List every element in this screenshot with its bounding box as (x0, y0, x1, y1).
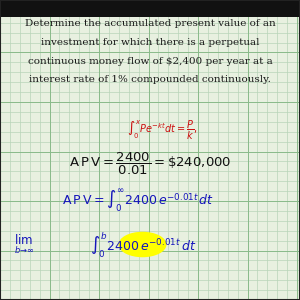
Text: interest rate of 1% compounded continuously.: interest rate of 1% compounded continuou… (29, 75, 271, 84)
Text: $\lim_{b \to \infty}$: $\lim_{b \to \infty}$ (14, 233, 34, 256)
Bar (0, 0, 300, 16)
Text: $\int_0^b 2400\,e^{-0.01t}\,dt$: $\int_0^b 2400\,e^{-0.01t}\,dt$ (90, 230, 196, 259)
Text: continuous money flow of $2,400 per year at a: continuous money flow of $2,400 per year… (28, 57, 272, 66)
Text: $\mathrm{A\,P\,V} = \int_0^{\infty} 2400\,e^{-0.01t}\,dt$: $\mathrm{A\,P\,V} = \int_0^{\infty} 2400… (62, 188, 214, 214)
Text: $\int_0^{x} Pe^{-kt}dt = \dfrac{P}{k},$: $\int_0^{x} Pe^{-kt}dt = \dfrac{P}{k},$ (127, 119, 197, 142)
Text: investment for which there is a perpetual: investment for which there is a perpetua… (41, 38, 259, 47)
Text: Determine the accumulated present value of an: Determine the accumulated present value … (25, 20, 275, 28)
Text: $\mathrm{A\,P\,V} = \dfrac{2400}{0.01} = \$240{,}000$: $\mathrm{A\,P\,V} = \dfrac{2400}{0.01} =… (69, 150, 231, 177)
Ellipse shape (118, 232, 166, 257)
